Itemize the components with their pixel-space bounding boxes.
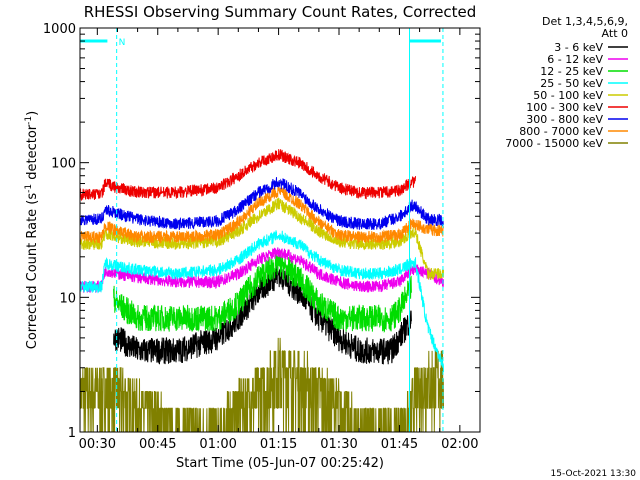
x-tick-label: 00:30 — [79, 437, 116, 452]
axis-layer: 00:30 00:45 01:00 01:15 01:30 01:45 02:00 1 10 10… — [43, 22, 481, 452]
series-line-800-7000-kev — [80, 185, 444, 245]
y-axis-label-part-2: detector — [25, 124, 40, 184]
y-tick-label: 100 — [51, 157, 76, 172]
y-tick-label: 1000 — [43, 22, 76, 37]
y-axis-label-part-1: Corrected Count Rate (s — [25, 193, 40, 350]
generation-timestamp: 15-Oct-2021 13:30 — [551, 469, 637, 479]
series-line-12-25-kev — [113, 249, 412, 333]
x-axis-label: Start Time (05-Jun-07 00:25:42) — [176, 456, 384, 471]
legend-entry-label: 7000 - 15000 keV — [505, 137, 603, 150]
plot-area — [80, 149, 444, 432]
y-axis-label-part-3: ) — [25, 111, 40, 116]
y-axis-label-sup-1: -1 — [24, 184, 34, 193]
y-tick-label: 10 — [59, 291, 76, 306]
x-tick-label: 01:45 — [381, 437, 418, 452]
legend-entry-300-800-kev: 300 - 800 keV — [526, 113, 628, 126]
x-tick-label: 00:45 — [139, 437, 176, 452]
legend-entry-label: 3 - 6 keV — [554, 41, 603, 54]
legend-header-line-1: Det 1,3,4,5,6,9, — [542, 15, 628, 28]
plot-frame — [79, 27, 481, 433]
series-line-100-300-kev — [80, 149, 416, 201]
y-tick-label: 1 — [68, 426, 76, 441]
x-tick-label: 01:15 — [260, 437, 297, 452]
series-line-6-12-kev — [80, 247, 444, 294]
x-tick-label: 01:30 — [320, 437, 357, 452]
flag-label: N — [119, 38, 126, 48]
series-line-50-100-kev — [80, 197, 444, 280]
legend-header-line-2: Att 0 — [602, 27, 628, 40]
legend-entry-label: 50 - 100 keV — [533, 89, 603, 102]
legend-entry-label: 800 - 7000 keV — [519, 125, 603, 138]
series-line-25-50-kev — [80, 230, 444, 373]
chart-title: RHESSI Observing Summary Count Rates, Co… — [84, 3, 477, 21]
series-line-300-800-kev — [80, 177, 444, 231]
legend-entry-label: 300 - 800 keV — [526, 113, 603, 126]
y-axis-label: Corrected Count Rate (s-1 detector-1) — [24, 111, 40, 349]
legend-entry-label: 100 - 300 keV — [526, 101, 603, 114]
x-tick-label: 02:00 — [441, 437, 478, 452]
x-tick-label: 01:00 — [199, 437, 236, 452]
legend-entry-50-100-kev: 50 - 100 keV — [533, 89, 628, 102]
legend-entry-6-12-kev: 6 - 12 keV — [547, 53, 628, 66]
legend-entry-25-50-kev: 25 - 50 keV — [540, 77, 628, 90]
legend-entry-7000-15000-kev: 7000 - 15000 keV — [505, 137, 628, 150]
legend-entry-12-25-kev: 12 - 25 keV — [540, 65, 628, 78]
legend-entry-800-7000-kev: 800 - 7000 keV — [519, 125, 628, 138]
legend-entry-label: 25 - 50 keV — [540, 77, 603, 90]
legend-entry-3-6-kev: 3 - 6 keV — [554, 41, 628, 54]
legend-entry-100-300-kev: 100 - 300 keV — [526, 101, 628, 114]
series-line-7000-15000-kev — [80, 337, 444, 432]
legend-entry-label: 6 - 12 keV — [547, 53, 603, 66]
legend-entry-label: 12 - 25 keV — [540, 65, 603, 78]
y-axis-label-sup-2: -1 — [24, 116, 34, 125]
